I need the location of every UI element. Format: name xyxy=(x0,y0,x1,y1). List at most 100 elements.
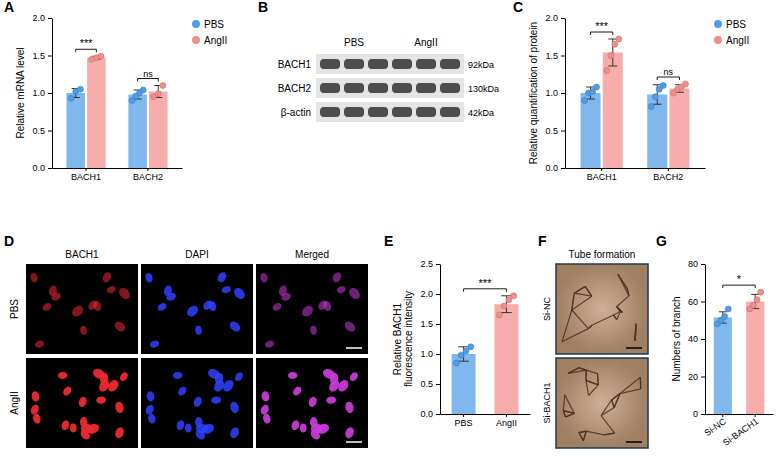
y-axis-title-line: Relative BACH1 xyxy=(392,302,403,375)
nucleus xyxy=(70,304,85,319)
tube-segment xyxy=(612,400,615,408)
blot-band xyxy=(440,83,460,93)
data-point xyxy=(501,303,507,309)
nucleus xyxy=(60,419,70,431)
blot-strip xyxy=(316,54,464,74)
nucleus xyxy=(310,325,318,335)
blot-row-label: β-actin xyxy=(281,107,311,118)
nucleus xyxy=(322,300,332,312)
data-point xyxy=(612,41,618,47)
y-axis-line xyxy=(565,19,566,169)
tube-segment xyxy=(589,385,599,396)
x-axis-line xyxy=(53,168,183,169)
x-tick: Si-BACH1 xyxy=(721,414,760,448)
nucleus xyxy=(114,426,126,440)
nucleus xyxy=(331,271,343,284)
y-tick-label: 20 xyxy=(688,372,698,382)
nucleus xyxy=(211,396,222,404)
tube-segment xyxy=(601,408,614,416)
data-point xyxy=(506,297,512,303)
x-tick: BACH1 xyxy=(71,168,101,182)
y-tick: 0.0 xyxy=(420,409,440,419)
panel-letter: D xyxy=(4,233,14,249)
nucleus xyxy=(185,304,200,319)
data-point xyxy=(722,314,728,320)
bar xyxy=(647,95,667,169)
data-point xyxy=(582,98,588,104)
y-axis-title-line: fluorescence intensity xyxy=(403,291,414,387)
y-tick-mark xyxy=(48,56,52,57)
tube-segment xyxy=(579,433,584,441)
legend: PBSAngII xyxy=(714,19,749,46)
data-point xyxy=(682,81,688,87)
x-tick-label: BACH1 xyxy=(71,172,101,182)
nucleus xyxy=(173,372,183,379)
panel-letter: A xyxy=(4,0,14,15)
tube-segment xyxy=(614,315,617,320)
nucleus xyxy=(207,300,217,312)
data-point xyxy=(155,91,161,97)
tube-segment xyxy=(588,325,592,328)
nucleus xyxy=(61,385,73,397)
y-tick-label: 0.0 xyxy=(420,409,433,419)
bar xyxy=(128,95,147,169)
x-tick-label: BACH2 xyxy=(133,172,163,182)
tube-segment xyxy=(574,293,592,296)
bar-chart: 0.00.51.01.52.0BACH1BACH2Relative quanti… xyxy=(528,13,749,182)
y-axis-line xyxy=(440,265,441,415)
nucleus xyxy=(144,272,153,283)
data-point xyxy=(140,87,146,93)
y-tick-label: 0.5 xyxy=(545,126,558,136)
x-tick-label: Si-NC xyxy=(702,416,728,438)
x-tick: AngII xyxy=(496,414,517,428)
nucleus xyxy=(233,371,244,383)
nucleus xyxy=(343,320,357,334)
y-tick: 2.0 xyxy=(420,289,440,299)
tube-segment xyxy=(583,431,586,440)
y-tick-label: 0.0 xyxy=(545,163,558,173)
y-axis-line xyxy=(52,19,53,169)
significance-label: ns xyxy=(143,69,153,79)
nucleus xyxy=(228,320,242,334)
nucleus xyxy=(147,413,157,425)
tube-segment xyxy=(586,380,598,385)
nucleus xyxy=(77,396,88,408)
nucleus xyxy=(259,403,270,415)
x-tick: BACH1 xyxy=(587,168,617,182)
error-bar xyxy=(719,312,727,323)
y-tick: 1.5 xyxy=(420,319,440,329)
nucleus xyxy=(156,301,168,312)
x-axis: PBS AngII xyxy=(441,414,531,428)
y-axis-title: Relative BACH1fluorescence intensity xyxy=(392,291,415,387)
row-label: PBS xyxy=(9,299,20,319)
tube-segment xyxy=(572,310,589,329)
nucleus xyxy=(271,301,283,312)
nucleus xyxy=(41,301,53,312)
tube-segment xyxy=(640,377,642,389)
x-axis-line xyxy=(441,414,531,415)
x-tick: PBS xyxy=(455,414,473,428)
data-point xyxy=(652,94,658,100)
data-point xyxy=(468,344,474,350)
nucleus xyxy=(264,339,275,348)
x-tick-mark xyxy=(147,168,148,171)
x-tick-label: BACH1 xyxy=(587,172,617,182)
y-tick: 1.0 xyxy=(545,88,565,98)
nucleus xyxy=(347,286,362,301)
nucleus xyxy=(300,423,307,432)
blot-size-label: 92kDa xyxy=(468,60,494,70)
legend-swatch xyxy=(714,36,722,44)
data-point xyxy=(725,306,731,312)
y-tick-mark xyxy=(561,18,565,19)
nucleus xyxy=(101,271,113,284)
tube-segment xyxy=(572,293,574,310)
x-tick-mark xyxy=(506,414,507,417)
legend-label: AngII xyxy=(726,35,749,46)
panel-title: Tube formation xyxy=(569,249,636,260)
significance-bracket xyxy=(591,32,613,35)
blot-strip xyxy=(316,78,464,98)
bar xyxy=(149,92,168,169)
blot-band xyxy=(344,59,364,69)
panel-letter: E xyxy=(384,233,393,249)
y-tick-label: 60 xyxy=(688,297,698,307)
